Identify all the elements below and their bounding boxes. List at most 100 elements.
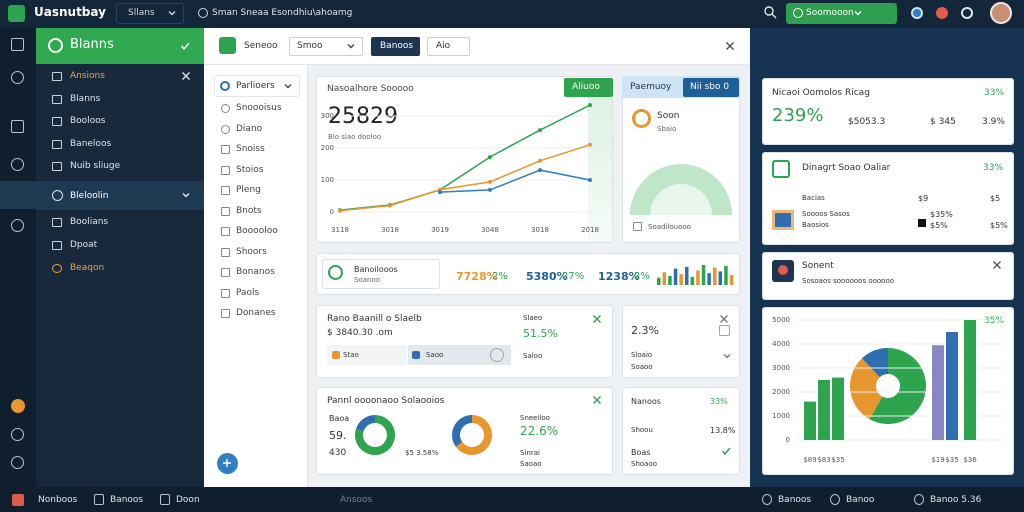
y-tick-label: 100 <box>321 176 334 184</box>
secondary-button[interactable] <box>427 37 470 56</box>
sidebar-item[interactable]: Baneloos <box>70 138 112 149</box>
modal-select-label[interactable]: Smoo <box>297 41 323 51</box>
card-button-label[interactable]: Aliuoo <box>572 82 600 92</box>
rail-icon[interactable] <box>11 158 24 171</box>
sidebar-item[interactable]: Boolians <box>70 217 109 227</box>
sidebar-item[interactable]: Ansions <box>70 71 105 81</box>
filter-item[interactable]: Booooloo <box>236 226 278 236</box>
spark-bar <box>679 274 683 285</box>
sidebar-item[interactable]: Beaqon <box>70 263 105 273</box>
bar <box>818 380 830 440</box>
filter-head[interactable] <box>214 75 300 97</box>
alert-icon[interactable] <box>936 7 948 19</box>
icon-box <box>719 325 730 336</box>
icon <box>771 13 777 19</box>
filter-item[interactable]: Paols <box>236 287 260 298</box>
y-tick-label: 2000 <box>772 388 790 396</box>
notify-icon[interactable] <box>911 7 923 19</box>
tab-active[interactable] <box>683 78 739 97</box>
sidebar-section-label[interactable]: Bleloolin <box>70 191 109 201</box>
secondary-button-label[interactable]: Aio <box>436 41 451 51</box>
filter-item[interactable]: Donanes <box>236 308 276 318</box>
top-button-label[interactable]: Soomooon <box>806 8 854 18</box>
card-title: Rano Baanill o Slaelb <box>327 314 422 324</box>
checkbox[interactable] <box>221 104 230 113</box>
bottom-item[interactable]: Banoos <box>778 495 812 505</box>
checkbox[interactable] <box>221 288 230 298</box>
filter-title[interactable]: Parlioers <box>236 81 275 91</box>
checkbox[interactable] <box>221 268 230 277</box>
filter-item[interactable]: Stoios <box>236 164 264 175</box>
spark-bar <box>690 276 695 285</box>
rail-icon[interactable] <box>11 399 25 413</box>
bottom-icon <box>762 494 772 505</box>
modal-title: Seneoo <box>244 41 278 51</box>
spark-bar <box>685 266 689 285</box>
checkbox[interactable] <box>221 186 230 195</box>
sidebar-item[interactable]: Dpoat <box>70 240 98 250</box>
card-subtitle: Blo slao dooloo <box>328 133 382 141</box>
icon <box>168 11 176 16</box>
checkbox[interactable] <box>221 309 230 318</box>
primary-button[interactable] <box>371 37 420 56</box>
list-label: Boas <box>631 448 651 457</box>
rail-icon[interactable] <box>11 428 24 441</box>
sidebar-title: Blanns <box>70 37 114 52</box>
card-sub: Sosoaos soooooos oooooo <box>802 277 895 285</box>
avatar[interactable] <box>990 2 1012 24</box>
y-tick-label: 3000 <box>772 364 790 372</box>
bottom-item[interactable]: Banoos <box>110 495 144 505</box>
filter-item[interactable]: Shoors <box>236 246 267 257</box>
filter-item[interactable]: Bonanos <box>236 267 275 277</box>
rail-icon[interactable] <box>11 38 24 51</box>
filter-item[interactable]: Bnots <box>236 205 262 216</box>
filter-item[interactable]: Pleng <box>236 185 261 195</box>
menu-select[interactable] <box>116 3 184 24</box>
menu-label[interactable]: Sllans <box>128 8 155 18</box>
modal-select[interactable] <box>289 37 363 56</box>
bottom-item[interactable]: Banoo 5.36 <box>930 495 982 505</box>
rail-active <box>0 181 36 209</box>
spark-bar <box>668 275 672 285</box>
checkbox[interactable] <box>221 227 230 236</box>
bottom-item[interactable]: Doon <box>176 495 200 505</box>
tab[interactable]: Nii sbo 0 <box>690 82 730 92</box>
badge: 33% <box>983 163 1004 173</box>
icon <box>721 447 731 456</box>
point <box>538 168 542 173</box>
sidebar-item[interactable]: Blanns <box>70 93 101 104</box>
filter-item[interactable]: Snoiss <box>236 144 265 154</box>
rail-icon[interactable] <box>11 456 24 469</box>
slice <box>355 415 395 456</box>
bottom-item[interactable]: Banoo <box>846 495 875 505</box>
filter-item[interactable]: Snoooisus <box>236 103 282 113</box>
button-icon <box>793 8 803 18</box>
rail-icon[interactable] <box>11 219 24 232</box>
filter-item[interactable]: Diano <box>236 123 263 134</box>
card-button[interactable] <box>564 78 613 97</box>
rail-icon[interactable] <box>11 71 24 84</box>
rail-icon[interactable] <box>11 120 24 133</box>
checkbox[interactable] <box>221 124 230 134</box>
sync-icon[interactable] <box>961 7 973 19</box>
spark-bar <box>724 265 728 285</box>
metric: 3.9% <box>982 117 1005 127</box>
checkbox[interactable] <box>221 165 230 175</box>
kpi-change: 27% <box>562 271 585 282</box>
x-tick-label: 3118 <box>331 226 349 234</box>
primary-button-label[interactable]: Banoos <box>380 41 414 51</box>
spark-bar <box>707 273 711 285</box>
tab[interactable]: Paemuoy <box>630 82 672 92</box>
checkbox[interactable] <box>633 222 642 231</box>
checkbox[interactable] <box>221 247 230 257</box>
y-tick-label: 0 <box>330 208 334 216</box>
checkbox[interactable] <box>221 206 230 216</box>
row-value: $9 <box>918 194 929 203</box>
top-button[interactable] <box>786 3 897 24</box>
checkbox[interactable] <box>221 145 230 154</box>
bottom-item[interactable]: Nonboos <box>38 495 78 505</box>
sidebar-item[interactable]: Booloos <box>70 116 106 126</box>
sidebar-item[interactable]: Nuib sliuge <box>70 161 121 171</box>
